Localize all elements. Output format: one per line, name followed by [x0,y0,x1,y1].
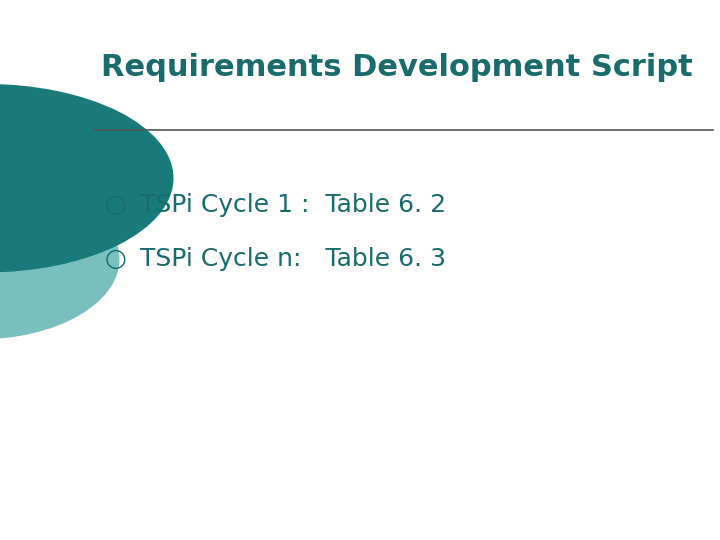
Text: ○: ○ [104,193,126,217]
Ellipse shape [0,180,119,339]
Text: Requirements Development Script: Requirements Development Script [101,53,693,82]
Text: TSPi Cycle n:   Table 6. 3: TSPi Cycle n: Table 6. 3 [140,247,446,271]
Text: ○: ○ [104,247,126,271]
Text: TSPi Cycle 1 :  Table 6. 2: TSPi Cycle 1 : Table 6. 2 [140,193,446,217]
Ellipse shape [0,85,173,272]
